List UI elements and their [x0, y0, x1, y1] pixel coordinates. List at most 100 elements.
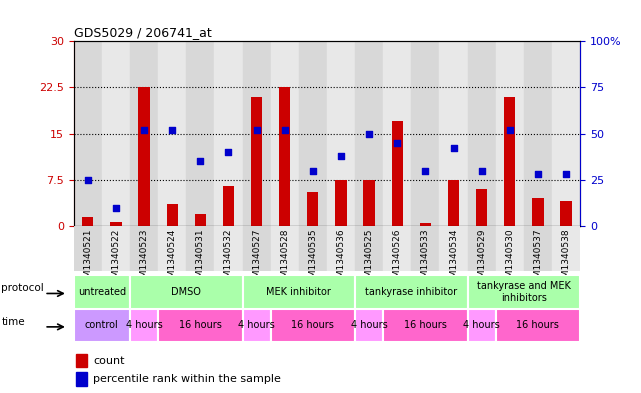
Bar	[242, 275, 355, 309]
Bar	[76, 372, 87, 386]
Bar	[467, 41, 495, 226]
Text: GSM1340538: GSM1340538	[562, 228, 570, 289]
Text: GSM1340527: GSM1340527	[252, 228, 261, 289]
Bar	[74, 226, 102, 271]
Bar	[242, 41, 271, 226]
Bar	[251, 97, 262, 226]
Bar	[560, 201, 572, 226]
Point	[364, 130, 374, 137]
Bar	[383, 41, 412, 226]
Text: GSM1340533: GSM1340533	[421, 228, 430, 289]
Bar	[271, 309, 355, 342]
Bar	[524, 226, 552, 271]
Bar	[130, 275, 242, 309]
Text: count: count	[93, 356, 124, 366]
Text: 16 hours: 16 hours	[292, 320, 334, 330]
Bar	[158, 41, 187, 226]
Point	[279, 127, 290, 133]
Point	[449, 145, 459, 152]
Text: DMSO: DMSO	[171, 287, 201, 297]
Bar	[467, 309, 495, 342]
Bar	[130, 226, 158, 271]
Point	[420, 167, 431, 174]
Point	[476, 167, 487, 174]
Bar	[467, 226, 495, 271]
Bar	[440, 41, 467, 226]
Bar	[271, 41, 299, 226]
Text: GSM1340534: GSM1340534	[449, 228, 458, 289]
Text: 16 hours: 16 hours	[404, 320, 447, 330]
Bar	[327, 226, 355, 271]
Bar	[383, 226, 412, 271]
Bar	[299, 41, 327, 226]
Bar	[504, 97, 515, 226]
Text: GSM1340522: GSM1340522	[112, 228, 121, 288]
Bar	[327, 41, 355, 226]
Text: 4 hours: 4 hours	[463, 320, 500, 330]
Text: GSM1340523: GSM1340523	[140, 228, 149, 289]
Bar	[242, 226, 271, 271]
Text: 16 hours: 16 hours	[179, 320, 222, 330]
Point	[223, 149, 233, 155]
Bar	[355, 275, 467, 309]
Text: 4 hours: 4 hours	[351, 320, 387, 330]
Text: GSM1340536: GSM1340536	[337, 228, 345, 289]
Bar	[158, 309, 242, 342]
Text: GSM1340532: GSM1340532	[224, 228, 233, 289]
Bar	[392, 121, 403, 226]
Text: GSM1340521: GSM1340521	[83, 228, 92, 289]
Bar	[110, 222, 122, 226]
Bar	[130, 41, 158, 226]
Bar	[552, 226, 580, 271]
Text: GSM1340528: GSM1340528	[280, 228, 289, 289]
Bar	[440, 226, 467, 271]
Bar	[76, 354, 87, 367]
Bar	[355, 41, 383, 226]
Bar	[495, 41, 524, 226]
Bar	[495, 309, 580, 342]
Point	[308, 167, 318, 174]
Bar	[355, 226, 383, 271]
Text: GSM1340525: GSM1340525	[365, 228, 374, 289]
Text: protocol: protocol	[1, 283, 44, 294]
Bar	[524, 41, 552, 226]
Bar	[102, 226, 130, 271]
Text: GSM1340524: GSM1340524	[168, 228, 177, 288]
Bar	[383, 309, 467, 342]
Bar	[476, 189, 487, 226]
Bar	[214, 41, 242, 226]
Bar	[187, 226, 214, 271]
Text: GSM1340531: GSM1340531	[196, 228, 205, 289]
Text: GSM1340535: GSM1340535	[308, 228, 317, 289]
Text: tankyrase inhibitor: tankyrase inhibitor	[365, 287, 458, 297]
Bar	[158, 226, 187, 271]
Bar	[74, 41, 102, 226]
Bar	[448, 180, 459, 226]
Text: GSM1340537: GSM1340537	[533, 228, 542, 289]
Bar	[102, 41, 130, 226]
Text: MEK inhibitor: MEK inhibitor	[267, 287, 331, 297]
Bar	[355, 309, 383, 342]
Bar	[307, 192, 319, 226]
Point	[561, 171, 571, 177]
Bar	[412, 226, 440, 271]
Bar	[167, 204, 178, 226]
Point	[504, 127, 515, 133]
Text: untreated: untreated	[78, 287, 126, 297]
Bar	[532, 198, 544, 226]
Bar	[279, 87, 290, 226]
Bar	[420, 223, 431, 226]
Text: 16 hours: 16 hours	[517, 320, 560, 330]
Text: 4 hours: 4 hours	[238, 320, 275, 330]
Bar	[363, 180, 375, 226]
Text: GDS5029 / 206741_at: GDS5029 / 206741_at	[74, 26, 212, 39]
Point	[139, 127, 149, 133]
Bar	[130, 309, 158, 342]
Bar	[223, 186, 234, 226]
Text: control: control	[85, 320, 119, 330]
Text: GSM1340526: GSM1340526	[393, 228, 402, 289]
Bar	[335, 180, 347, 226]
Point	[83, 176, 93, 183]
Bar	[214, 226, 242, 271]
Bar	[552, 41, 580, 226]
